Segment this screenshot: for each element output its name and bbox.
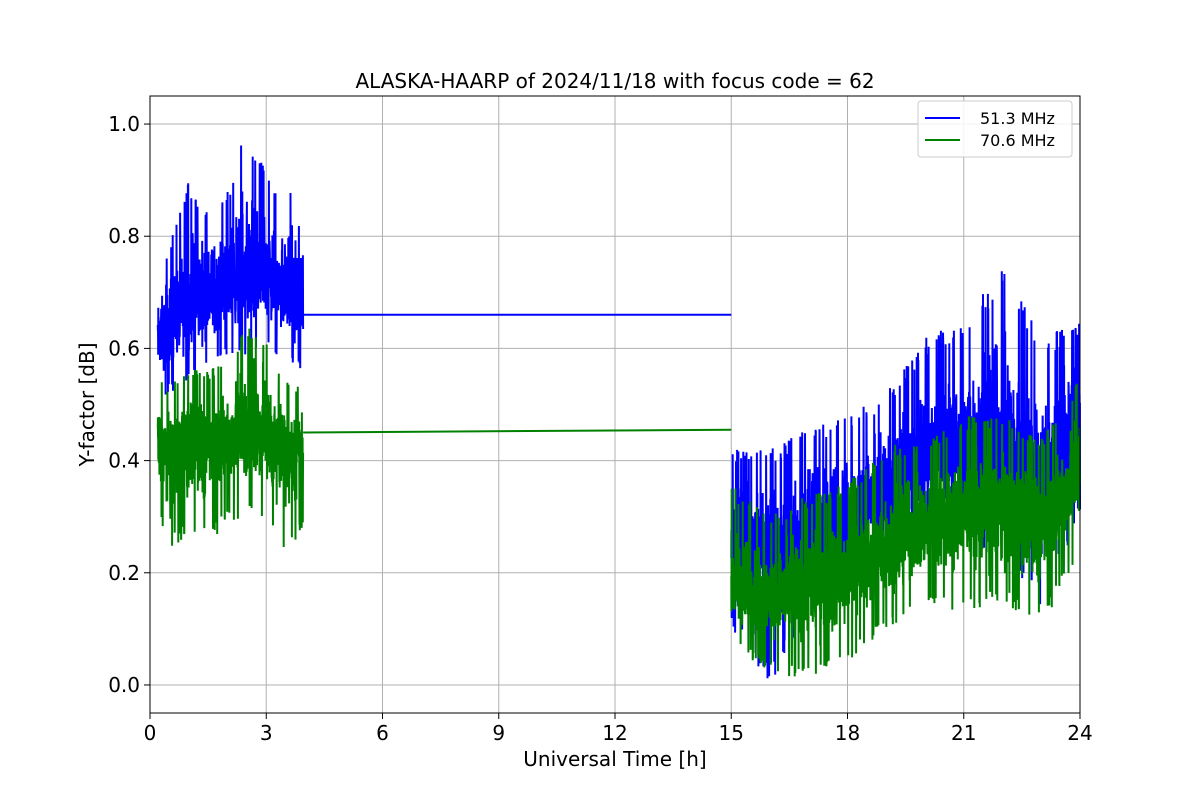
x-tick-label: 21 xyxy=(951,721,976,745)
series-layer xyxy=(156,145,1081,679)
series-line-70-6-mhz xyxy=(303,428,732,434)
ticks: 0 3 6 9 12 15 18 21 24 0.0 0.2 0.4 0.6 0.8 1.0 xyxy=(108,112,1093,745)
series-line-70-6-mhz xyxy=(156,328,305,548)
x-tick-label: 24 xyxy=(1067,721,1092,745)
legend-box xyxy=(917,100,1073,158)
x-tick-label: 6 xyxy=(376,721,389,745)
series-70-6-mhz xyxy=(156,328,1081,677)
y-tick-label: 0.8 xyxy=(108,224,140,248)
y-axis-label: Y-factor [dB] xyxy=(75,342,99,467)
chart-title: ALASKA-HAARP of 2024/11/18 with focus co… xyxy=(355,69,874,93)
series-line-70-6-mhz xyxy=(730,383,1081,677)
y-tick-label: 0.2 xyxy=(108,561,140,585)
x-tick-label: 0 xyxy=(144,721,157,745)
legend-label-70-6-mhz: 70.6 MHz xyxy=(980,131,1055,150)
x-axis-label: Universal Time [h] xyxy=(523,747,706,771)
series-line-51-3-mhz xyxy=(156,145,305,395)
y-tick-label: 0.0 xyxy=(108,673,140,697)
x-tick-label: 18 xyxy=(835,721,860,745)
y-tick-label: 1.0 xyxy=(108,112,140,136)
legend: 51.3 MHz 70.6 MHz xyxy=(917,100,1073,158)
y-tick-label: 0.6 xyxy=(108,336,140,360)
x-tick-label: 15 xyxy=(719,721,744,745)
x-tick-label: 3 xyxy=(260,721,273,745)
y-tick-label: 0.4 xyxy=(108,449,140,473)
x-tick-label: 12 xyxy=(602,721,627,745)
legend-label-51-3-mhz: 51.3 MHz xyxy=(980,109,1055,128)
x-tick-label: 9 xyxy=(492,721,505,745)
